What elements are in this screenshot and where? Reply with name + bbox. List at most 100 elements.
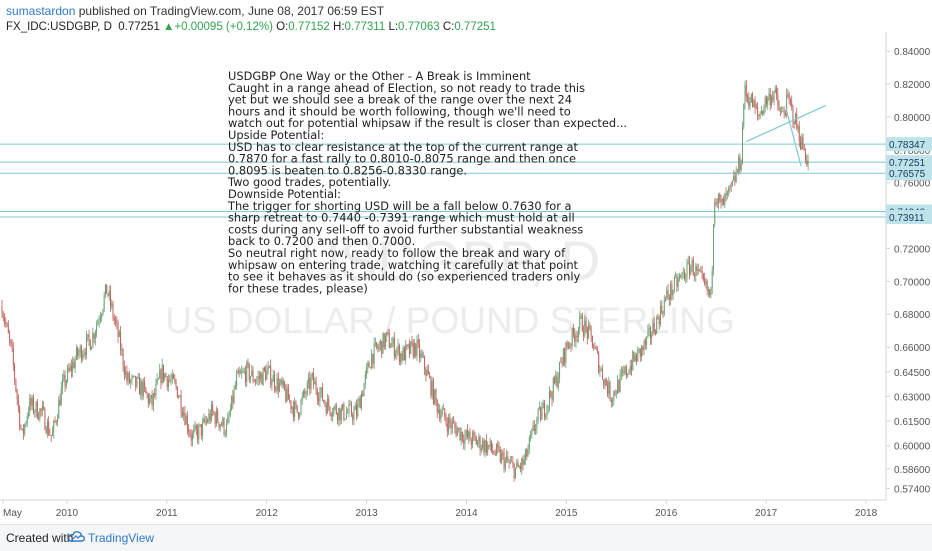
candle-body bbox=[27, 412, 29, 417]
candle-body bbox=[738, 156, 740, 172]
candle-body bbox=[603, 379, 605, 386]
candle-body bbox=[398, 345, 400, 362]
candle-body bbox=[758, 114, 760, 116]
candle-body bbox=[652, 322, 654, 336]
candle-body bbox=[121, 349, 123, 351]
candle-body bbox=[559, 361, 561, 379]
candle-body bbox=[415, 343, 417, 356]
candle-body bbox=[205, 420, 207, 423]
candle-body bbox=[91, 346, 93, 350]
candle-body bbox=[456, 429, 458, 436]
candle-body bbox=[796, 113, 798, 129]
candle-body bbox=[540, 407, 542, 420]
candle-body bbox=[75, 347, 77, 360]
candle-body bbox=[324, 401, 326, 405]
candle-body bbox=[634, 355, 636, 361]
candle-body bbox=[366, 367, 368, 375]
candle-body bbox=[43, 406, 45, 409]
price-tick-label: 0.78000 bbox=[894, 146, 931, 157]
candle-body bbox=[466, 430, 468, 438]
candle-body bbox=[173, 374, 175, 379]
candle-body bbox=[566, 342, 568, 347]
candle-body bbox=[133, 375, 135, 377]
candle-body bbox=[233, 388, 235, 403]
chart-area[interactable]: USDGBP, D US DOLLAR / POUND STERLING 0.840… bbox=[0, 0, 932, 524]
candle-body bbox=[333, 407, 335, 415]
candle-body bbox=[749, 102, 751, 106]
candle-body bbox=[610, 399, 612, 403]
candle-body bbox=[618, 380, 620, 392]
close-label: C: bbox=[442, 21, 455, 33]
candle-body bbox=[54, 420, 56, 422]
candle-body bbox=[116, 321, 118, 323]
candle-body bbox=[279, 383, 281, 392]
candle-body bbox=[199, 424, 201, 426]
candle-body bbox=[181, 412, 183, 416]
candle-body bbox=[686, 262, 688, 279]
candle-body bbox=[736, 171, 738, 173]
time-tick-label: 2012 bbox=[256, 508, 279, 519]
candle-body bbox=[581, 315, 583, 332]
candle-body bbox=[512, 461, 514, 464]
candle-body bbox=[382, 333, 384, 354]
candle-body bbox=[473, 432, 475, 435]
candle-body bbox=[802, 136, 804, 149]
candle-body bbox=[260, 373, 262, 379]
candle-body bbox=[450, 423, 452, 429]
candle-body bbox=[39, 408, 41, 420]
candle-body bbox=[33, 398, 35, 413]
last-price: 0.77251 bbox=[118, 21, 160, 33]
candle-body bbox=[429, 374, 431, 378]
candle-body bbox=[696, 266, 698, 271]
candle-body bbox=[347, 412, 349, 414]
candle-body bbox=[113, 317, 115, 321]
candle-body bbox=[104, 284, 106, 296]
note-line: 0.7870 for a fast rally to 0.8010-0.8075… bbox=[228, 152, 576, 166]
candle-body bbox=[451, 421, 453, 429]
candle-body bbox=[617, 380, 619, 394]
candle-body bbox=[325, 404, 327, 414]
candle-body bbox=[752, 93, 754, 108]
candle-body bbox=[213, 411, 215, 414]
candle-body bbox=[647, 330, 649, 337]
candle-body bbox=[488, 444, 490, 447]
candle-body bbox=[135, 375, 137, 387]
candle-body bbox=[659, 305, 661, 325]
candle-body bbox=[140, 381, 142, 395]
candle-body bbox=[74, 359, 76, 368]
candle-body bbox=[639, 348, 641, 357]
candle-body bbox=[374, 342, 376, 344]
author-link[interactable]: sumastardon bbox=[6, 4, 76, 18]
candle-body bbox=[782, 110, 784, 112]
candle-body bbox=[788, 94, 790, 100]
candle-body bbox=[238, 370, 240, 374]
price-tag bbox=[886, 137, 932, 152]
candle-body bbox=[765, 97, 767, 105]
candle-body bbox=[10, 339, 12, 344]
candle-body bbox=[484, 440, 486, 453]
candle-body bbox=[126, 370, 128, 382]
candle-body bbox=[768, 93, 770, 98]
candle-body bbox=[218, 422, 220, 428]
candle-body bbox=[712, 224, 714, 270]
candle-body bbox=[252, 370, 254, 381]
candle-body bbox=[89, 340, 91, 350]
candle-body bbox=[19, 406, 21, 428]
candle-body bbox=[97, 321, 99, 325]
candle-body bbox=[479, 436, 481, 451]
candle-body bbox=[44, 408, 46, 430]
candle-body bbox=[102, 309, 104, 315]
candle-body bbox=[564, 348, 566, 363]
tradingview-brand[interactable]: TradingView bbox=[88, 531, 155, 545]
candle-body bbox=[487, 444, 489, 453]
candle-body bbox=[203, 418, 205, 422]
candle-body bbox=[588, 324, 590, 339]
candle-body bbox=[103, 295, 105, 310]
candle-body bbox=[567, 346, 569, 348]
candle-body bbox=[562, 348, 564, 365]
candle-body bbox=[666, 290, 668, 298]
candle-body bbox=[555, 375, 557, 384]
candle-body bbox=[329, 406, 331, 414]
candle-body bbox=[435, 389, 437, 400]
candle-body bbox=[36, 401, 38, 419]
